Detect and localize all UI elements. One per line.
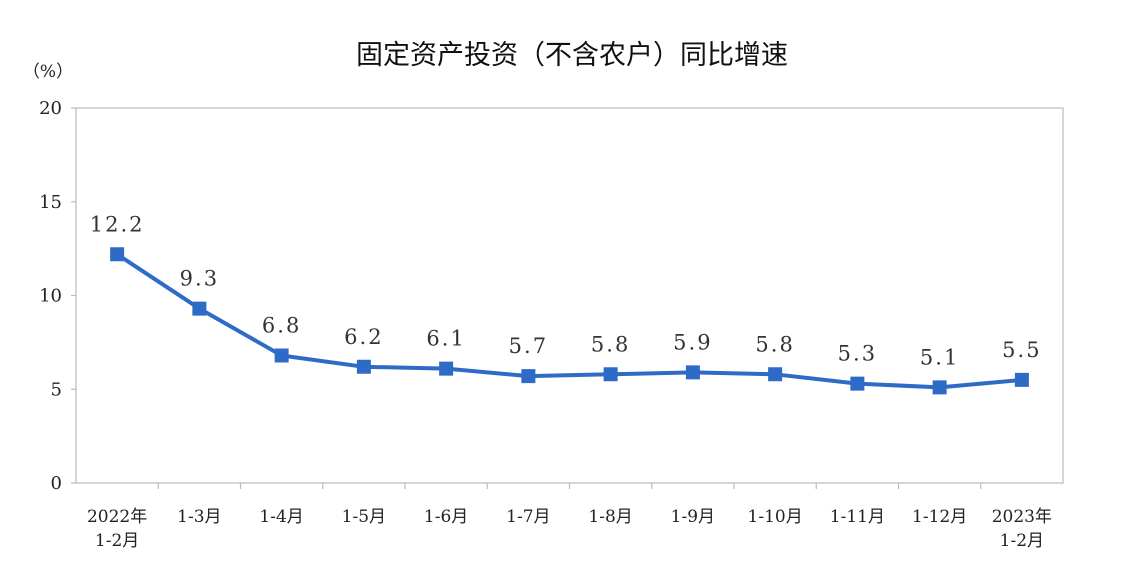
- data-label: 6.8: [262, 314, 301, 338]
- y-axis-ticks: 0 5 10 15 20: [39, 98, 76, 494]
- series-line: [115, 252, 1024, 390]
- data-point-marker: [274, 348, 289, 363]
- y-tick-label: 20: [39, 98, 62, 119]
- data-point-marker: [932, 380, 947, 395]
- data-label: 5.1: [920, 345, 959, 369]
- data-label: 5.9: [673, 330, 712, 354]
- data-point-marker: [521, 369, 536, 384]
- data-point-marker: [110, 247, 125, 262]
- data-point-marker: [439, 361, 454, 376]
- x-tick-label: 1-10月: [748, 507, 803, 527]
- data-point-marker: [768, 367, 783, 382]
- x-tick-label: 1-6月: [424, 507, 468, 527]
- data-label: 12.2: [90, 212, 145, 236]
- data-label: 5.8: [755, 332, 794, 356]
- data-label: 5.5: [1002, 338, 1041, 362]
- x-tick-label: 1-7月: [506, 507, 550, 527]
- x-tick-label: 1-5月: [342, 507, 386, 527]
- data-point-marker: [603, 367, 618, 382]
- y-axis-unit-label: （%）: [23, 62, 73, 82]
- x-tick-label: 1-12月: [912, 507, 967, 527]
- data-point-marker: [1014, 372, 1029, 387]
- y-tick-label: 5: [51, 379, 62, 400]
- x-tick-label: 1-3月: [177, 507, 221, 527]
- x-tick-label: 1-9月: [671, 507, 715, 527]
- data-labels: 12.2 9.3 6.8 6.2 6.1 5.7 5.8 5.9 5.8 5.3 5.1 5.5: [90, 212, 1041, 369]
- series-group: [110, 247, 1029, 395]
- x-tick-label: 2023年: [992, 507, 1052, 527]
- y-tick-label: 10: [39, 286, 62, 307]
- y-tick-label: 15: [39, 192, 62, 213]
- data-point-marker: [192, 301, 207, 316]
- data-label: 9.3: [180, 267, 219, 291]
- x-tick-label: 1-2月: [95, 531, 139, 551]
- x-tick-label: 1-2月: [1000, 531, 1044, 551]
- data-point-marker: [356, 359, 371, 374]
- y-tick-label: 0: [51, 473, 62, 494]
- x-tick-label: 1-11月: [830, 507, 885, 527]
- x-tick-label: 1-4月: [259, 507, 303, 527]
- data-point-marker: [685, 365, 700, 380]
- data-point-marker: [850, 376, 865, 391]
- chart-title: 固定资产投资（不含农户）同比增速: [356, 40, 788, 71]
- data-label: 5.3: [838, 342, 877, 366]
- data-label: 5.8: [591, 332, 630, 356]
- data-label: 5.7: [509, 334, 548, 358]
- plot-area-frame: [75, 107, 1064, 484]
- x-tick-label: 1-8月: [588, 507, 632, 527]
- data-label: 6.2: [344, 325, 383, 349]
- x-axis-ticks: 2022年 1-2月 1-3月 1-4月 1-5月 1-6月 1-7月 1-8月 1-9月 1-1…: [87, 483, 1052, 551]
- x-tick-label: 2022年: [87, 507, 147, 527]
- data-label: 6.1: [426, 327, 465, 351]
